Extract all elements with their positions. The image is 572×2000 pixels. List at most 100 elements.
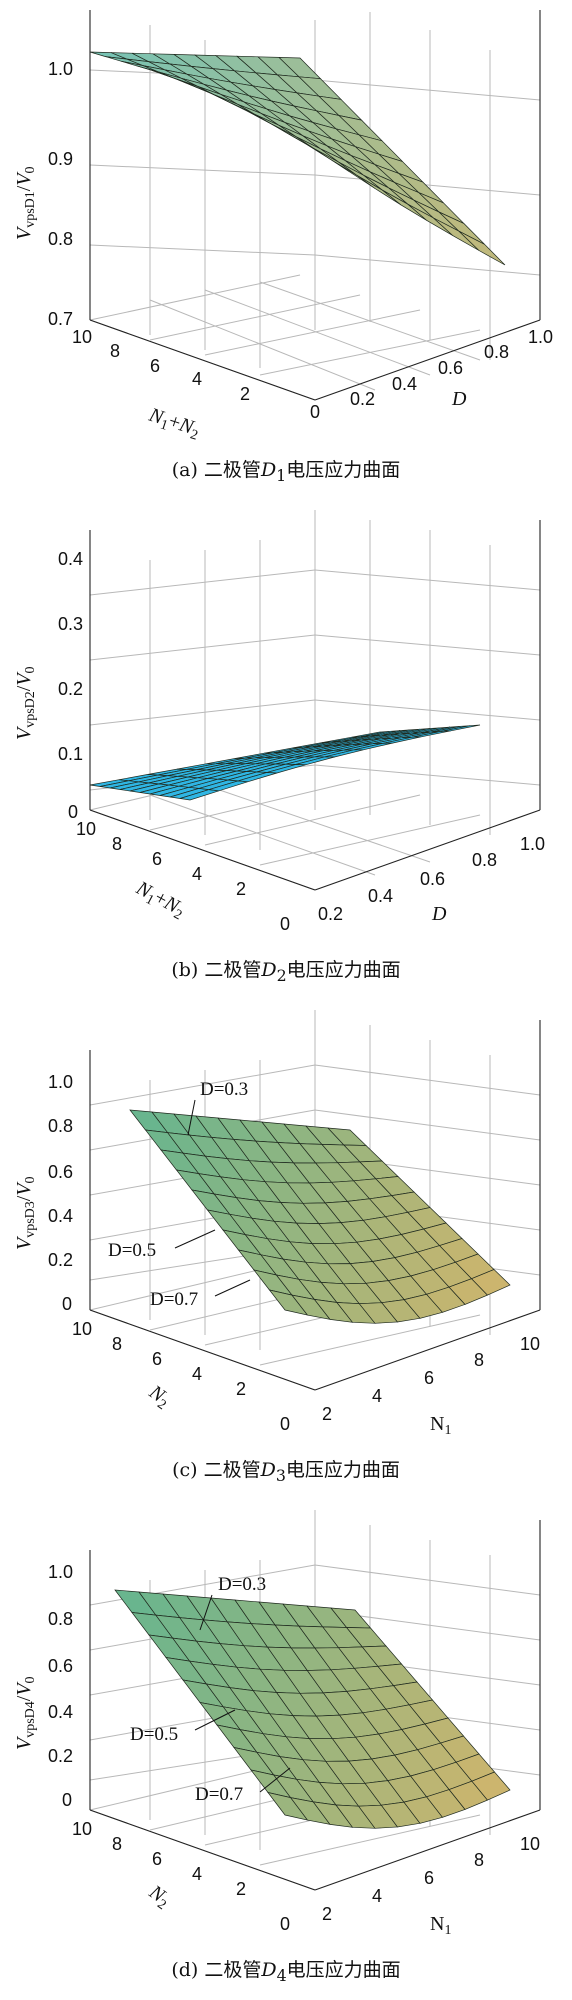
x-tick: 2 xyxy=(236,1379,246,1399)
z-tick: 0.8 xyxy=(48,229,73,249)
caption-prefix: (b) 二极管 xyxy=(171,959,262,981)
panel-a: 1.0 0.9 0.8 0.7 10 8 6 4 2 0 0.2 0.4 0.6… xyxy=(0,0,572,500)
x-tick: 6 xyxy=(152,1349,162,1369)
x-tick: 8 xyxy=(112,1834,122,1854)
caption-prefix: (c) 二极管 xyxy=(172,1459,261,1481)
z-tick: 0.3 xyxy=(58,614,83,634)
chart-d-box xyxy=(89,1520,541,1891)
z-tick: 0.2 xyxy=(48,1250,73,1270)
z-axis-label: VvpsD3/V0 xyxy=(13,1176,38,1250)
y-tick: 0.8 xyxy=(484,342,509,362)
z-tick: 1.0 xyxy=(48,1072,73,1092)
z-tick: 0.6 xyxy=(48,1162,73,1182)
z-tick: 0.6 xyxy=(48,1656,73,1676)
chart-d-plot: 1.0 0.8 0.6 0.4 0.2 0 10 8 6 4 2 0 2 4 6… xyxy=(13,1510,541,1938)
x-tick: 2 xyxy=(240,384,250,404)
y-axis-label: N1 xyxy=(430,1413,451,1438)
panel-c: 1.0 0.8 0.6 0.4 0.2 0 10 8 6 4 2 0 2 4 6… xyxy=(0,1000,572,1500)
y-axis-label: N1 xyxy=(430,1913,451,1938)
chart-b-grid xyxy=(89,510,541,891)
z-tick: 0 xyxy=(62,1790,72,1810)
x-tick: 10 xyxy=(76,819,96,839)
y-tick: 4 xyxy=(372,1386,382,1406)
caption-prefix: (d) 二极管 xyxy=(171,1959,262,1981)
caption-sub: 1 xyxy=(276,465,287,485)
caption-var: D xyxy=(260,1459,276,1481)
caption-sub: 2 xyxy=(276,965,287,985)
z-tick: 0 xyxy=(68,802,78,822)
annotation-d07: D=0.7 xyxy=(195,1767,291,1805)
x-tick: 6 xyxy=(152,849,162,869)
x-tick: 6 xyxy=(152,1849,162,1869)
z-axis-label: VvpsD1/V0 xyxy=(13,166,38,240)
z-tick: 0.2 xyxy=(58,679,83,699)
z-tick: 0.4 xyxy=(58,549,83,569)
caption-sub: 4 xyxy=(276,1965,287,1985)
chart-a-surface xyxy=(89,51,506,266)
x-tick: 0 xyxy=(310,402,320,422)
z-tick: 0.4 xyxy=(48,1702,73,1722)
chart-c-box xyxy=(89,1020,541,1391)
x-tick: 4 xyxy=(192,369,202,389)
surface-patch xyxy=(458,230,506,266)
surface-patch xyxy=(470,1269,511,1296)
x-axis-label: N2 xyxy=(143,1381,175,1414)
z-tick: 1.0 xyxy=(48,1562,73,1582)
x-tick: 2 xyxy=(236,879,246,899)
z-tick: 0 xyxy=(62,1294,72,1314)
annotation-d05: D=0.5 xyxy=(108,1229,216,1261)
z-tick: 0.8 xyxy=(48,1609,73,1629)
y-tick: 4 xyxy=(372,1886,382,1906)
x-tick: 0 xyxy=(280,914,290,934)
z-tick: 1.0 xyxy=(48,59,73,79)
y-tick: 0.2 xyxy=(350,389,375,409)
caption-var: D xyxy=(261,1959,277,1981)
annotation-text: D=0.3 xyxy=(218,1574,266,1595)
x-tick: 10 xyxy=(72,1819,92,1839)
x-axis-label: N2 xyxy=(143,1881,175,1914)
caption-suffix: 电压应力曲面 xyxy=(286,1959,401,1981)
x-tick: 8 xyxy=(110,341,120,361)
y-tick: 10 xyxy=(520,1334,540,1354)
annotation-d03: D=0.3 xyxy=(199,1574,266,1631)
y-tick: 1.0 xyxy=(528,327,553,347)
caption-c: (c) 二极管D3电压应力曲面 xyxy=(0,1455,572,1485)
chart-a-grid xyxy=(89,10,541,401)
x-tick: 0 xyxy=(280,1914,290,1934)
annotation-text: D=0.7 xyxy=(195,1784,243,1805)
y-tick: 2 xyxy=(322,1404,332,1424)
panel-d: 1.0 0.8 0.6 0.4 0.2 0 10 8 6 4 2 0 2 4 6… xyxy=(0,1500,572,2000)
x-tick: 4 xyxy=(192,864,202,884)
surface-patch xyxy=(440,724,481,732)
chart-d-surface xyxy=(114,1589,511,1829)
caption-suffix: 电压应力曲面 xyxy=(285,1459,400,1481)
x-tick: 4 xyxy=(192,1364,202,1384)
y-tick: 0.6 xyxy=(438,358,463,378)
x-tick: 2 xyxy=(236,1879,246,1899)
z-tick: 0.1 xyxy=(58,744,83,764)
annotation-text: D=0.7 xyxy=(150,1289,198,1310)
y-tick: 0.6 xyxy=(420,869,445,889)
x-tick: 8 xyxy=(112,834,122,854)
chart-c-plot: 1.0 0.8 0.6 0.4 0.2 0 10 8 6 4 2 0 2 4 6… xyxy=(13,1010,541,1438)
annotation-d07: D=0.7 xyxy=(150,1279,251,1310)
x-tick: 6 xyxy=(150,356,160,376)
y-tick: 0.4 xyxy=(392,374,417,394)
caption-b: (b) 二极管D2电压应力曲面 xyxy=(0,955,572,985)
y-tick: 2 xyxy=(322,1904,332,1924)
y-axis-label: D xyxy=(451,388,467,410)
annotation-d03: D=0.3 xyxy=(187,1079,248,1136)
x-tick: 4 xyxy=(192,1864,202,1884)
y-tick: 0.4 xyxy=(368,886,393,906)
annotation-d05: D=0.5 xyxy=(130,1709,236,1745)
y-axis-label: D xyxy=(431,903,447,925)
y-tick: 8 xyxy=(474,1350,484,1370)
z-tick: 0.2 xyxy=(48,1746,73,1766)
chart-b-plot: 0.4 0.3 0.2 0.1 0 10 8 6 4 2 0 0.2 0.4 0… xyxy=(13,510,545,934)
annotation-text: D=0.3 xyxy=(200,1079,248,1100)
z-axis-label: VvpsD4/V0 xyxy=(13,1676,38,1750)
x-tick: 0 xyxy=(280,1414,290,1434)
caption-sub: 3 xyxy=(275,1465,286,1485)
caption-a: (a) 二极管D1电压应力曲面 xyxy=(0,455,572,485)
z-tick: 0.9 xyxy=(48,149,73,169)
